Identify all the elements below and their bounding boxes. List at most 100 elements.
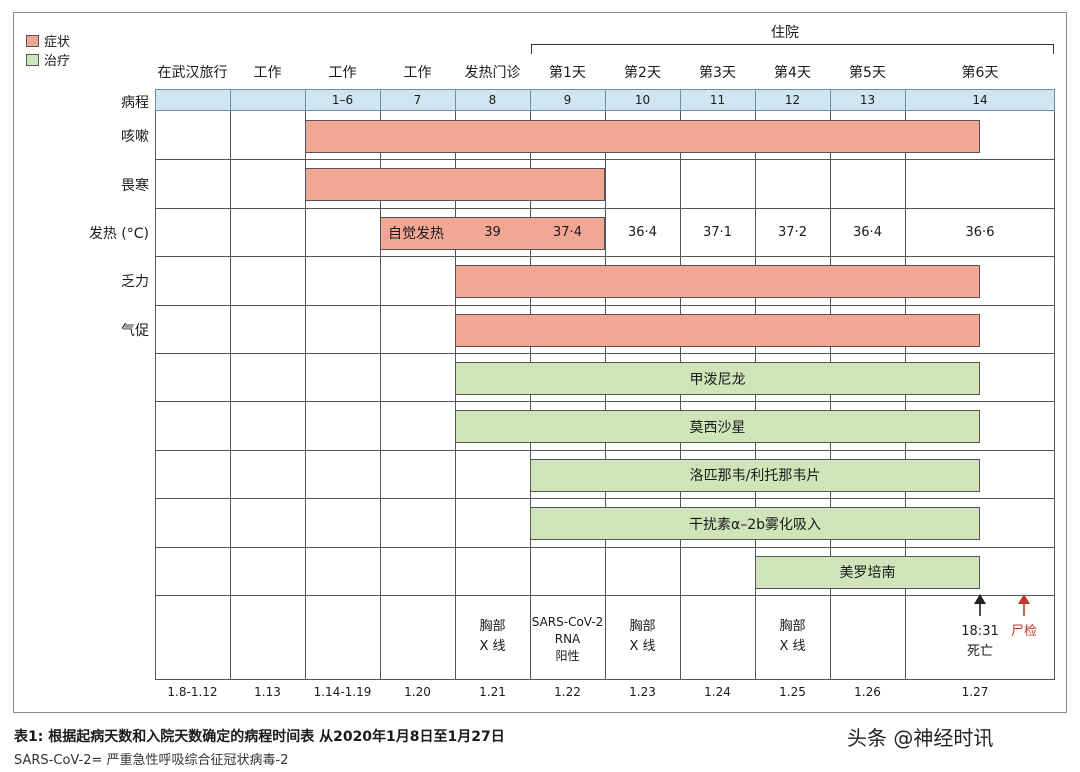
temperature-value: 37·4 bbox=[553, 224, 582, 240]
date-label: 1.27 bbox=[961, 685, 989, 699]
hospitalization-bracket bbox=[531, 44, 1054, 54]
grid-column-line bbox=[305, 111, 306, 680]
grid-column-line bbox=[455, 111, 456, 680]
temperature-value: 36·4 bbox=[628, 224, 657, 240]
legend-label-treatment: 治疗 bbox=[44, 54, 71, 69]
watermark: 头条 @神经时讯 bbox=[847, 726, 994, 750]
course-day-value: 10 bbox=[634, 93, 651, 107]
symptom-bar bbox=[305, 120, 980, 153]
date-label: 1.25 bbox=[779, 685, 806, 699]
date-label: 1.22 bbox=[554, 685, 581, 699]
grid-column-line bbox=[230, 111, 231, 680]
date-label: 1.21 bbox=[479, 685, 506, 699]
row-label: 发热 (°C) bbox=[88, 226, 149, 242]
column-header: 工作 bbox=[253, 65, 282, 81]
treatment-bar: 干扰素α–2b雾化吸入 bbox=[530, 507, 980, 541]
course-divider bbox=[380, 89, 381, 111]
date-label: 1.8-1.12 bbox=[167, 685, 218, 699]
event-note: 胸部 X 线 bbox=[456, 617, 530, 657]
grid-column-line bbox=[380, 111, 381, 680]
arrow-up-icon bbox=[974, 594, 986, 616]
legend-swatch-symptom bbox=[26, 34, 39, 47]
grid-row-line bbox=[155, 207, 1055, 209]
course-divider bbox=[830, 89, 831, 111]
grid-column-line bbox=[755, 111, 756, 680]
grid-row-line bbox=[155, 498, 1055, 500]
event-note-line: X 线 bbox=[779, 639, 806, 654]
course-divider bbox=[230, 89, 231, 111]
event-note-line: X 线 bbox=[479, 639, 506, 654]
event-note: 18:31 死亡 bbox=[945, 622, 1015, 662]
legend-item-treatment: 治疗 bbox=[26, 51, 71, 69]
column-header: 第1天 bbox=[549, 65, 586, 81]
symptom-bar bbox=[305, 168, 605, 202]
course-divider bbox=[455, 89, 456, 111]
symptom-bar bbox=[455, 313, 980, 347]
date-label: 1.24 bbox=[704, 685, 731, 699]
grid-column-line bbox=[905, 111, 906, 680]
table-caption: 表1: 根据起病天数和入院天数确定的病程时间表 从2020年1月8日至1月27日 bbox=[14, 729, 505, 745]
row-label: 乏力 bbox=[121, 274, 149, 291]
event-note-line: SARS-CoV-2 bbox=[531, 615, 604, 629]
grid-column-line bbox=[605, 111, 606, 680]
column-header: 工作 bbox=[403, 65, 432, 81]
date-label: 1.13 bbox=[254, 685, 281, 699]
grid-column-line bbox=[680, 111, 681, 680]
treatment-bar: 甲泼尼龙 bbox=[455, 362, 980, 395]
course-divider bbox=[530, 89, 531, 111]
column-header: 第5天 bbox=[849, 65, 886, 81]
event-note: 胸部 X 线 bbox=[756, 617, 830, 657]
course-day-value: 8 bbox=[488, 93, 497, 107]
date-label: 1.23 bbox=[629, 685, 656, 699]
temperature-value: 36·4 bbox=[853, 224, 882, 240]
legend-swatch-treatment bbox=[26, 53, 39, 66]
course-divider bbox=[905, 89, 906, 111]
grid-row-line bbox=[155, 449, 1055, 451]
arrow-up-icon bbox=[1018, 594, 1030, 616]
date-label: 1.26 bbox=[854, 685, 881, 699]
event-note-line: RNA bbox=[554, 632, 581, 646]
symptom-bar bbox=[455, 265, 980, 299]
grid-row-line bbox=[155, 401, 1055, 403]
event-note: SARS-CoV-2 RNA 阳性 bbox=[531, 614, 605, 665]
treatment-bar: 莫西沙星 bbox=[455, 410, 980, 444]
row-label: 畏寒 bbox=[121, 177, 149, 194]
grid-column-line bbox=[530, 111, 531, 680]
treatment-bar: 洛匹那韦/利托那韦片 bbox=[530, 458, 980, 492]
grid-row-line bbox=[155, 256, 1055, 258]
grid-row-line bbox=[155, 546, 1055, 548]
legend: 症状 治疗 bbox=[26, 32, 70, 70]
temperature-value: 36·6 bbox=[965, 224, 995, 240]
course-day-value: 14 bbox=[972, 93, 988, 107]
course-day-value: 12 bbox=[784, 93, 801, 107]
event-note-line: 胸部 bbox=[479, 619, 506, 634]
course-divider bbox=[605, 89, 606, 111]
column-header: 发热门诊 bbox=[464, 65, 521, 81]
event-note-line: 18:31 bbox=[961, 624, 999, 639]
course-day-value: 9 bbox=[563, 93, 572, 107]
column-header: 在武汉旅行 bbox=[157, 65, 228, 81]
date-label: 1.20 bbox=[404, 685, 431, 699]
course-label: 病程 bbox=[121, 95, 149, 111]
column-header: 第4天 bbox=[774, 65, 811, 81]
course-divider bbox=[680, 89, 681, 111]
treatment-bar: 美罗培南 bbox=[755, 555, 980, 589]
row-label: 气促 bbox=[121, 322, 149, 339]
event-note-line: 死亡 bbox=[966, 644, 993, 659]
date-label: 1.14-1.19 bbox=[313, 685, 372, 699]
course-day-value: 13 bbox=[859, 93, 876, 107]
column-header: 工作 bbox=[328, 65, 357, 81]
legend-label-symptom: 症状 bbox=[44, 35, 71, 50]
event-note-line: 尸检 bbox=[1010, 624, 1037, 639]
column-header: 第6天 bbox=[961, 65, 999, 81]
grid-row-line bbox=[155, 595, 1055, 596]
grid-row-line bbox=[155, 304, 1055, 306]
event-note-line: X 线 bbox=[629, 639, 656, 654]
grid-column-line bbox=[830, 111, 831, 680]
symptom-bar: 自觉发热 bbox=[380, 216, 605, 250]
event-note-line: 阳性 bbox=[555, 649, 580, 663]
column-header: 第3天 bbox=[699, 65, 736, 81]
figure-frame bbox=[13, 12, 1067, 713]
grid-row-line bbox=[155, 353, 1055, 354]
temperature-value: 37·2 bbox=[778, 224, 807, 240]
